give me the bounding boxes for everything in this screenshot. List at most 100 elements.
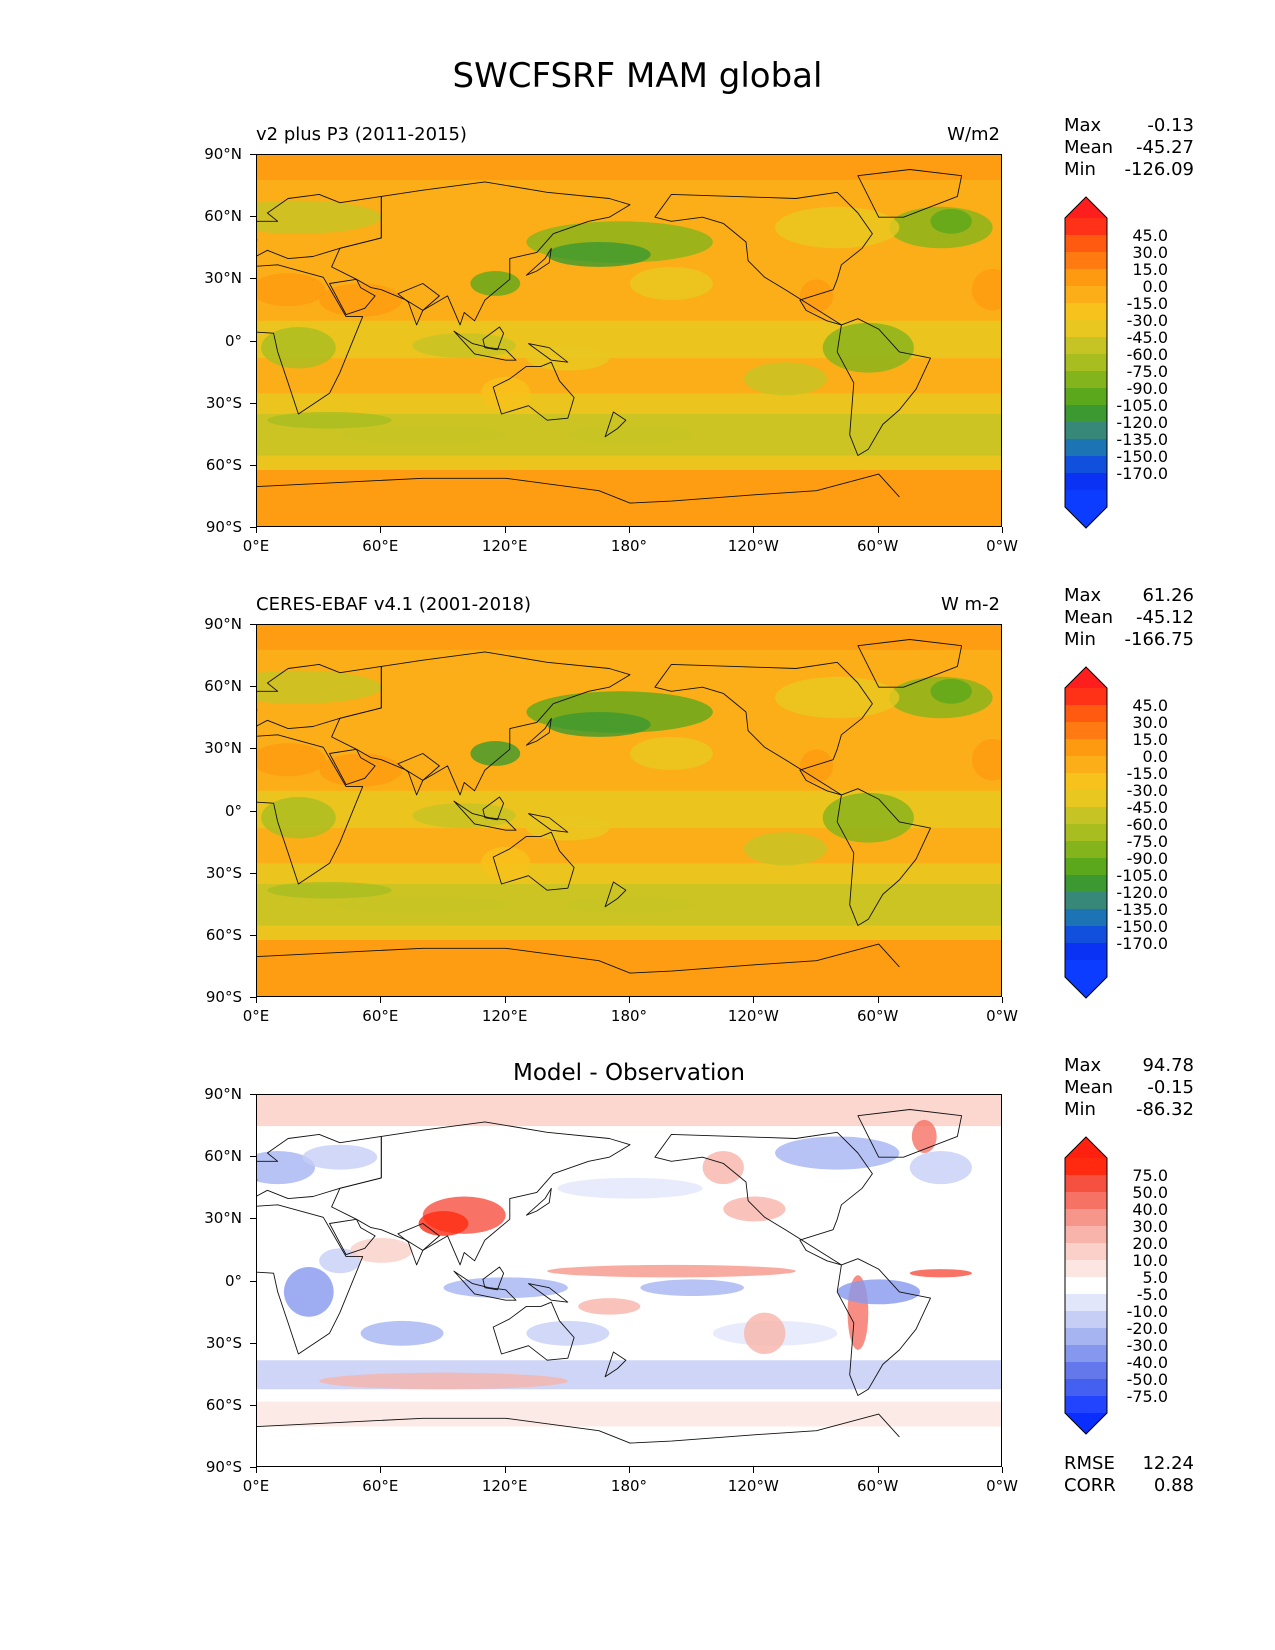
coastline-arabia: [329, 1218, 376, 1256]
y-tick-label: 60°N: [204, 1147, 242, 1166]
coastline-africa: [257, 1204, 364, 1355]
coastline-greenland: [857, 639, 963, 688]
colorbar: [1064, 196, 1108, 529]
colorbar-tick-label: -120.0: [1116, 883, 1168, 902]
coastline-borneo: [482, 1266, 505, 1291]
x-tick-label: 180°: [610, 537, 648, 555]
colorbar-segment: [1065, 490, 1107, 508]
y-tick-mark: [250, 1342, 256, 1344]
panel-units-label: W m-2: [940, 594, 1000, 615]
colorbar-labels: 45.0 30.0 15.0 0.0 -15.0 -30.0 -45.0 -60.0 -75.0…: [1106, 227, 1168, 482]
panel-difference: Model - Observation 90°N 60°N 30°N 0° 30°S 60°…: [0, 0, 1275, 1496]
stat-key: Min: [1064, 629, 1096, 650]
colorbar-segment: [1065, 824, 1107, 842]
colorbar-segment: [1065, 892, 1107, 910]
difference-stats: RMSE 12.24 CORR 0.88: [1064, 1453, 1194, 1497]
x-tick-mark: [753, 997, 755, 1003]
colorbar-segment: [1065, 286, 1107, 304]
x-tick-label: 60°E: [362, 537, 399, 555]
coastline-antarctica: [257, 943, 900, 974]
colorbar-tick-label: -45.0: [1126, 798, 1168, 817]
coastline-arabia: [329, 278, 376, 316]
colorbar-segment: [1065, 1311, 1107, 1329]
x-tick-label: 60°E: [362, 1477, 399, 1495]
colorbar-tick-label: 40.0: [1132, 1200, 1168, 1219]
y-tick-mark: [250, 997, 256, 998]
x-tick-mark: [380, 527, 382, 533]
colorbar-segment: [1065, 218, 1107, 236]
x-tick-mark: [629, 1467, 630, 1473]
coastline-greenland: [857, 1109, 963, 1158]
y-tick-mark: [250, 1156, 256, 1158]
map-plot-area: [256, 154, 1002, 527]
colorbar: [1064, 1136, 1108, 1435]
y-tick-label: 30°N: [204, 739, 242, 758]
stat-key: Max: [1064, 115, 1102, 136]
colorbar-segment: [1065, 422, 1107, 440]
coastline-japan: [525, 247, 552, 276]
colorbar-segment: [1065, 841, 1107, 859]
x-tick-mark: [1002, 997, 1003, 1003]
colorbar-tick-label: -170.0: [1116, 934, 1168, 953]
colorbar-tick-label: 15.0: [1132, 730, 1168, 749]
x-tick-label: 0°W: [986, 1007, 1018, 1025]
coastline-antarctica: [257, 473, 900, 504]
stat-row: Mean -45.12: [1064, 607, 1194, 629]
coastline-nz: [604, 881, 627, 908]
stat-value: 61.26: [1142, 585, 1194, 606]
x-tick-label: 60°W: [856, 1007, 899, 1025]
stat-row: Max 61.26: [1064, 585, 1194, 607]
y-tick-mark: [250, 527, 256, 528]
panel-reference: CERES-EBAF v4.1 (2001-2018) W m-2 90°N 60°N…: [0, 0, 1275, 1025]
colorbar-labels: 45.0 30.0 15.0 0.0 -15.0 -30.0 -45.0 -60.0 -75.0…: [1106, 697, 1168, 952]
y-tick-label: 90°S: [205, 518, 242, 536]
x-tick-label: 0°E: [242, 537, 270, 555]
coastline-japan: [525, 717, 552, 746]
colorbar-tick-label: -30.0: [1126, 1336, 1168, 1355]
coastline-arabia: [329, 748, 376, 786]
colorbar-tick-label: -45.0: [1126, 328, 1168, 347]
y-tick-label: 90°S: [205, 988, 242, 1006]
colorbar-tick-label: -10.0: [1126, 1302, 1168, 1321]
colorbar-tick-label: -50.0: [1126, 1370, 1168, 1389]
colorbar-segment: [1065, 1226, 1107, 1244]
coastline-indonesia: [453, 330, 517, 361]
colorbar-tick-label: 75.0: [1132, 1166, 1168, 1185]
colorbar-tick-label: -20.0: [1126, 1319, 1168, 1338]
colorbar-labels: 75.0 50.0 40.0 30.0 20.0 10.0 5.0 -5.0 -10.0 -20.…: [1106, 1167, 1168, 1405]
y-tick-mark: [250, 1218, 256, 1220]
colorbar-segment: [1065, 943, 1107, 961]
y-tick-mark: [250, 402, 256, 404]
y-tick-mark: [250, 1280, 256, 1282]
y-tick-mark: [250, 1404, 256, 1406]
colorbar-tick-label: -75.0: [1126, 832, 1168, 851]
x-tick-mark: [256, 997, 257, 1003]
map-plot-area: [256, 1094, 1002, 1467]
colorbar-segment: [1065, 1277, 1107, 1295]
y-tick-label: 30°S: [205, 393, 242, 412]
colorbar-segment: [1065, 705, 1107, 723]
colorbar-extend-max: [1065, 197, 1107, 218]
colorbar-segment: [1065, 1209, 1107, 1227]
panel-title: Model - Observation: [512, 1060, 746, 1086]
x-tick-label: 120°E: [481, 1477, 528, 1495]
colorbar-segment: [1065, 1175, 1107, 1193]
y-tick-mark: [250, 810, 256, 812]
x-tick-mark: [629, 997, 630, 1003]
stat-row: Min -166.75: [1064, 629, 1194, 651]
coastline-africa: [257, 734, 364, 885]
coastline-australia: [492, 831, 575, 891]
stat-value: -45.12: [1135, 607, 1194, 628]
panel-left-label: v2 plus P3 (2011-2015): [256, 124, 467, 145]
colorbar-segment: [1065, 790, 1107, 808]
colorbar-tick-label: -75.0: [1126, 362, 1168, 381]
colorbar-segment: [1065, 909, 1107, 927]
colorbar-tick-label: 0.0: [1142, 277, 1168, 296]
y-tick-mark: [250, 748, 256, 750]
colorbar-segment: [1065, 405, 1107, 423]
colorbar-tick-label: -40.0: [1126, 1353, 1168, 1372]
colorbar-segment: [1065, 388, 1107, 406]
colorbar-segment: [1065, 1294, 1107, 1312]
stat-key: RMSE: [1064, 1453, 1115, 1474]
x-tick-label: 60°W: [856, 537, 899, 555]
